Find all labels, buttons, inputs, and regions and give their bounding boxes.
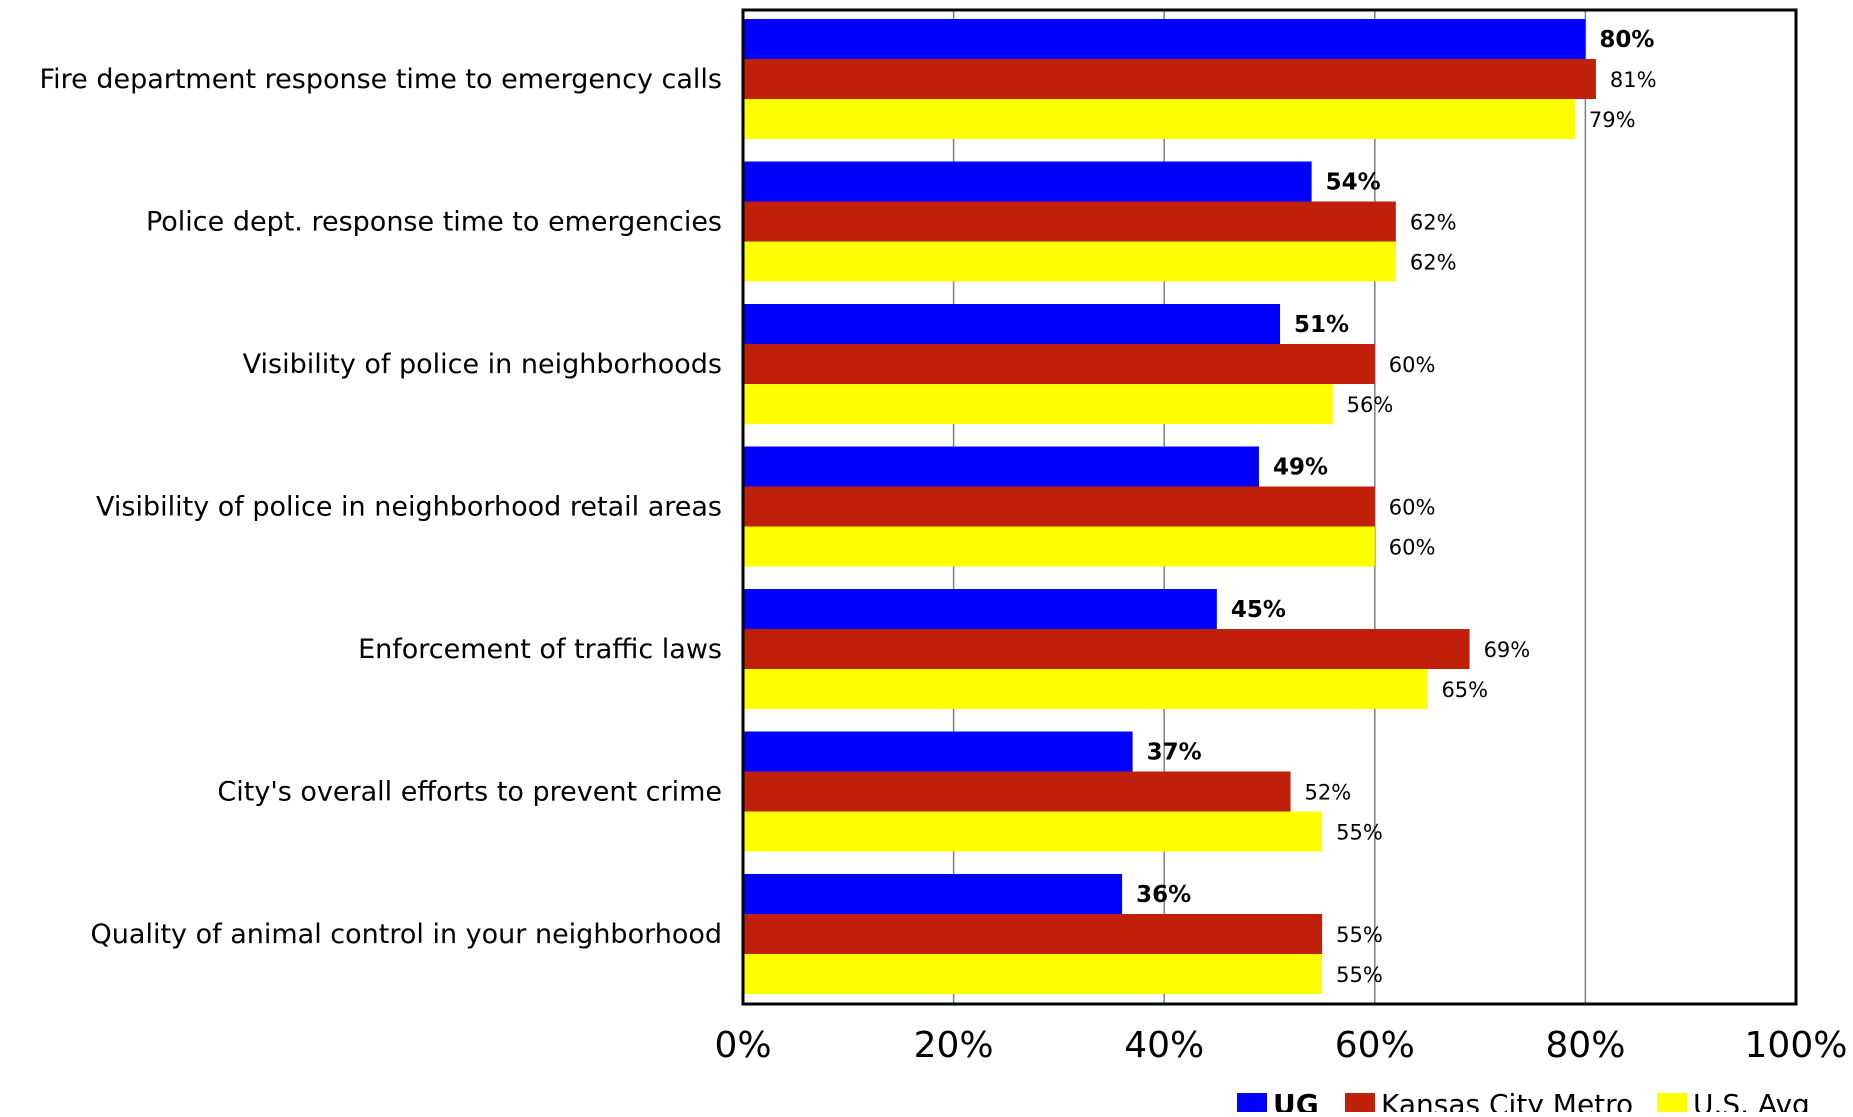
data-label: 52% bbox=[1305, 781, 1352, 805]
category-label: Fire department response time to emergen… bbox=[40, 64, 722, 95]
data-label: 81% bbox=[1610, 68, 1657, 92]
category-label: Police dept. response time to emergencie… bbox=[146, 207, 722, 238]
bar bbox=[743, 446, 1259, 487]
x-tick-label: 60% bbox=[1335, 1025, 1415, 1066]
data-label: 36% bbox=[1136, 882, 1191, 908]
data-label: 60% bbox=[1389, 496, 1436, 520]
x-tick-label: 80% bbox=[1545, 1025, 1625, 1066]
x-tick-label: 40% bbox=[1124, 1025, 1204, 1066]
bar bbox=[743, 589, 1217, 629]
bar bbox=[743, 486, 1375, 527]
bar bbox=[743, 99, 1575, 139]
bar bbox=[743, 811, 1323, 852]
data-label: 80% bbox=[1599, 27, 1654, 53]
bar bbox=[743, 19, 1586, 59]
legend-swatch bbox=[1345, 1093, 1375, 1116]
data-label: 54% bbox=[1326, 170, 1381, 196]
bar bbox=[743, 201, 1396, 242]
bar bbox=[743, 59, 1596, 99]
data-label: 69% bbox=[1484, 638, 1531, 662]
category-label: Visibility of police in neighborhood ret… bbox=[96, 492, 722, 523]
data-label: 79% bbox=[1589, 108, 1636, 132]
bar bbox=[743, 954, 1323, 994]
data-label: 55% bbox=[1336, 923, 1383, 947]
x-tick-label: 100% bbox=[1745, 1025, 1848, 1066]
bar bbox=[743, 526, 1375, 567]
plot-border bbox=[741, 8, 1798, 1006]
data-label: 60% bbox=[1389, 353, 1436, 377]
data-label: 56% bbox=[1347, 393, 1394, 417]
category-label: City's overall efforts to prevent crime bbox=[217, 777, 722, 808]
legend-swatch bbox=[1237, 1093, 1267, 1116]
bar bbox=[743, 731, 1133, 772]
category-label: Quality of animal control in your neighb… bbox=[91, 919, 722, 950]
bar bbox=[743, 771, 1291, 812]
data-label: 62% bbox=[1410, 211, 1457, 235]
legend-label: UG bbox=[1273, 1088, 1319, 1112]
bar bbox=[743, 669, 1428, 709]
data-label: 37% bbox=[1147, 740, 1202, 766]
data-label: 45% bbox=[1231, 597, 1286, 623]
bar bbox=[743, 874, 1123, 914]
bar bbox=[743, 384, 1333, 424]
category-label: Enforcement of traffic laws bbox=[358, 634, 722, 665]
bar bbox=[743, 914, 1323, 954]
bar bbox=[743, 241, 1396, 282]
x-tick-label: 20% bbox=[914, 1025, 994, 1066]
data-label: 55% bbox=[1336, 963, 1383, 987]
x-tick-label: 0% bbox=[714, 1025, 771, 1066]
data-label: 55% bbox=[1336, 821, 1383, 845]
bar bbox=[743, 161, 1312, 202]
bar bbox=[743, 304, 1281, 344]
data-label: 51% bbox=[1294, 312, 1349, 338]
data-label: 65% bbox=[1441, 678, 1488, 702]
legend-label: U.S. Avg bbox=[1693, 1088, 1810, 1112]
legend-swatch bbox=[1657, 1093, 1687, 1116]
bar bbox=[743, 344, 1375, 384]
legend-label: Kansas City Metro bbox=[1381, 1088, 1633, 1112]
data-label: 60% bbox=[1389, 536, 1436, 560]
category-label: Visibility of police in neighborhoods bbox=[243, 349, 722, 380]
data-label: 62% bbox=[1410, 251, 1457, 275]
bar bbox=[743, 629, 1470, 669]
data-label: 49% bbox=[1273, 455, 1328, 481]
